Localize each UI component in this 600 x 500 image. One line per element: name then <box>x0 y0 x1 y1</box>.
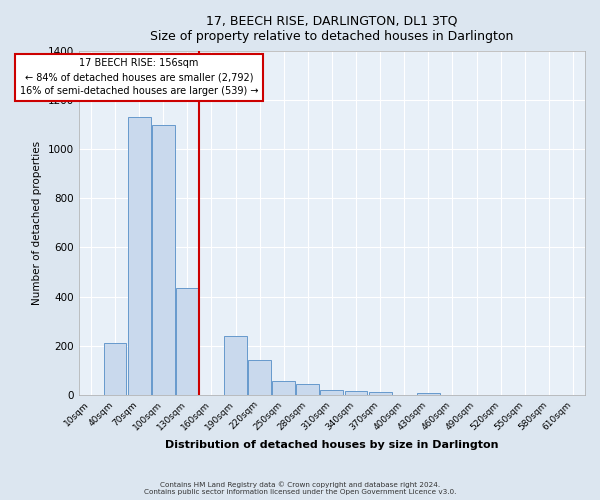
X-axis label: Distribution of detached houses by size in Darlington: Distribution of detached houses by size … <box>165 440 499 450</box>
Bar <box>417 393 440 394</box>
Bar <box>224 336 247 394</box>
Y-axis label: Number of detached properties: Number of detached properties <box>32 141 42 305</box>
Bar <box>104 343 127 394</box>
Bar <box>296 384 319 394</box>
Text: Contains HM Land Registry data © Crown copyright and database right 2024.
Contai: Contains HM Land Registry data © Crown c… <box>144 482 456 495</box>
Bar <box>176 288 199 395</box>
Bar <box>152 124 175 394</box>
Bar <box>128 118 151 394</box>
Title: 17, BEECH RISE, DARLINGTON, DL1 3TQ
Size of property relative to detached houses: 17, BEECH RISE, DARLINGTON, DL1 3TQ Size… <box>150 15 514 43</box>
Text: 17 BEECH RISE: 156sqm
← 84% of detached houses are smaller (2,792)
16% of semi-d: 17 BEECH RISE: 156sqm ← 84% of detached … <box>20 58 259 96</box>
Bar <box>272 381 295 394</box>
Bar <box>344 391 367 394</box>
Bar <box>368 392 392 394</box>
Bar <box>248 360 271 394</box>
Bar <box>320 390 343 394</box>
